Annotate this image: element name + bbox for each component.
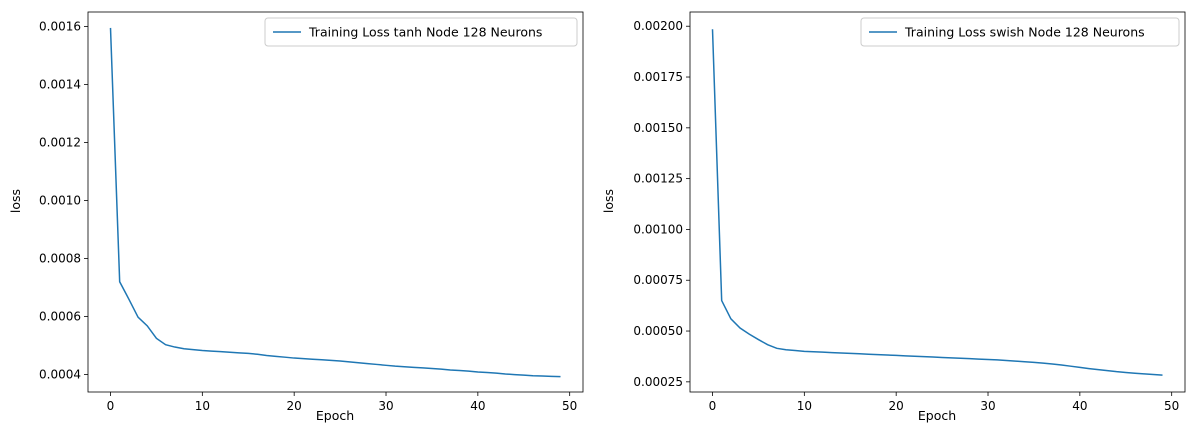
legend-label: Training Loss tanh Node 128 Neurons: [308, 25, 542, 40]
x-axis-label: Epoch: [316, 408, 354, 423]
series-line-0: [109, 27, 561, 378]
chart-swish: Epoch loss 0 10 20 30 40 50 0.00025 0.00050 0.00…: [601, 11, 1186, 423]
y-axis-label: loss: [601, 189, 616, 213]
x-tick-label: 50: [562, 399, 577, 413]
x-tick-label: 20: [889, 399, 904, 413]
legend-box: [860, 17, 1180, 47]
y-tick-label: 0.00200: [633, 19, 683, 33]
y-tick-label: 0.0012: [39, 136, 81, 150]
y-tick-label: 0.00125: [633, 172, 683, 186]
x-tick-label: 0: [107, 399, 115, 413]
y-tick-label: 0.00100: [633, 222, 683, 236]
y-tick-label: 0.0010: [39, 194, 81, 208]
y-tick-label: 0.0004: [39, 368, 81, 382]
x-tick-label: 10: [797, 399, 812, 413]
series-line-0: [711, 29, 1163, 376]
y-tick-label: 0.00075: [633, 273, 683, 287]
legend-label: Training Loss swish Node 128 Neurons: [904, 25, 1145, 40]
x-tick-label: 40: [1072, 399, 1087, 413]
y-tick-label: 0.0006: [39, 310, 81, 324]
y-tick-label: 0.00175: [633, 70, 683, 84]
plot-frame: [689, 11, 1186, 393]
x-tick-label: 30: [980, 399, 995, 413]
x-axis-label: Epoch: [918, 408, 956, 423]
x-tick-label: 0: [709, 399, 717, 413]
plot-frame: [87, 11, 584, 393]
x-tick-label: 30: [378, 399, 393, 413]
y-tick-label: 0.0008: [39, 252, 81, 266]
x-tick-label: 40: [470, 399, 485, 413]
chart-tanh: Epoch loss 0 10 20 30 40 50 0.0004 0.0006 0.0008…: [8, 11, 584, 423]
y-tick-label: 0.0016: [39, 20, 81, 34]
x-tick-label: 20: [287, 399, 302, 413]
y-tick-label: 0.00050: [633, 324, 683, 338]
legend-box: [264, 17, 578, 47]
x-tick-label: 10: [195, 399, 210, 413]
y-tick-label: 0.00150: [633, 121, 683, 135]
y-axis-label: loss: [8, 189, 23, 213]
y-tick-label: 0.00025: [633, 375, 683, 389]
x-tick-label: 50: [1164, 399, 1179, 413]
y-tick-label: 0.0014: [39, 78, 81, 92]
